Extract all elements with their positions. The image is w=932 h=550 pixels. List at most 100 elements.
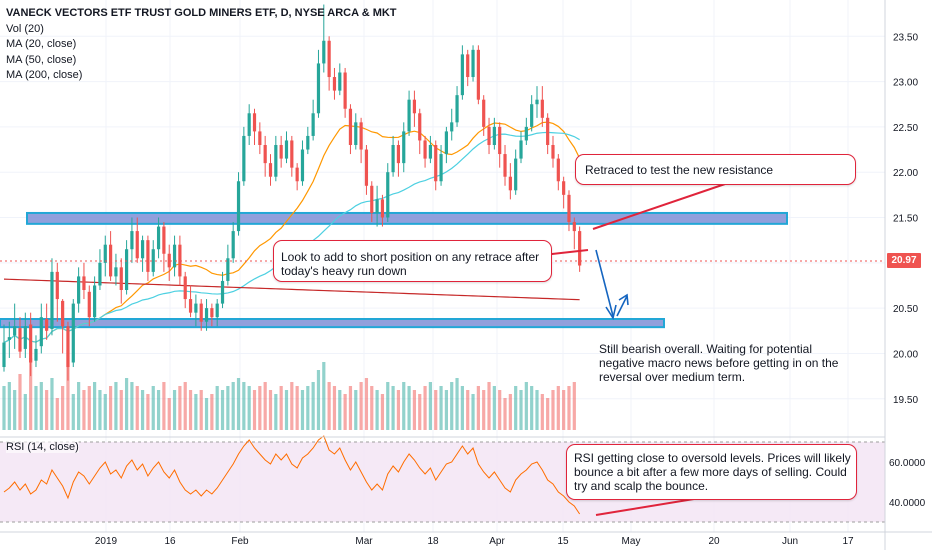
volume-bar [2,386,6,430]
volume-bar [434,390,438,430]
candle-body [439,154,443,182]
volume-bar [300,390,305,430]
time-axis: 2019 16 Feb Mar 18 Apr 15 May 20 Jun 17 [95,536,854,547]
volume-bar [455,378,459,430]
volume-bar [423,386,427,430]
volume-bar [530,386,534,430]
volume-bar [567,386,571,430]
volume-bar [172,390,177,430]
candle-body [284,140,289,159]
volume-bar [220,390,225,430]
symbol-title[interactable]: VANECK VECTORS ETF TRUST GOLD MINERS ETF… [6,7,397,19]
annotation-text: RSI getting close to oversold levels. Pr… [574,451,851,493]
candle-body [124,249,129,290]
candle-body [348,108,353,145]
volume-bar [370,386,374,430]
volume-bar [7,382,11,430]
legend-rsi[interactable]: RSI (14, close) [6,441,79,453]
volume-bar [460,386,464,430]
candle-body [274,145,278,177]
time-tick-label: May [622,536,641,547]
volume-bar [268,390,273,430]
volume-bar [236,378,241,430]
volume-bar [50,378,54,430]
volume-bar [135,386,139,430]
volume-bar [359,382,363,430]
volume-bar [274,394,278,430]
volume-bar [199,390,203,430]
annotation-text-bearish[interactable]: Still bearish overall. Waiting for poten… [599,342,839,384]
candle-body [471,49,475,78]
time-tick-label: Apr [489,536,505,547]
volume-bar [188,390,193,430]
candle-body [29,324,33,363]
candle-body [338,72,342,91]
candle-body [146,240,150,272]
candle-body [418,113,422,141]
candle-body [7,337,11,340]
legend-ma50[interactable]: MA (50, close) [6,53,77,66]
volume-bar [45,390,49,430]
annotation-callout-resistance[interactable]: Retraced to test the new resistance [575,154,856,185]
volume-bar [258,386,262,430]
volume-bar [407,386,411,430]
candle-body [188,299,193,313]
annotation-callout-rsi[interactable]: RSI getting close to oversold levels. Pr… [566,444,857,500]
volume-bar [503,398,507,430]
volume-bar [247,386,251,430]
candle-body [61,300,65,327]
annotation-callout-short[interactable]: Look to add to short position on any ret… [273,240,552,282]
volume-bar [354,390,358,430]
volume-bar [551,390,555,430]
volume-bar [412,390,417,430]
candle-body [482,99,486,127]
candle-body [332,77,337,91]
price-axis: 23.50 23.00 22.50 22.00 21.50 20.50 20.00 19.50 [893,32,918,406]
candle-body [450,122,454,132]
volume-bar [562,390,566,430]
annotation-text: Look to add to short position on any ret… [281,250,540,278]
candle-body [514,158,518,191]
candle-body [210,308,214,318]
candle-body [407,99,411,132]
volume-bar [71,394,75,430]
candle-body [354,122,358,145]
volume-bar [428,382,432,430]
legend-ma200[interactable]: MA (200, close) [6,69,83,81]
resistance-zone [26,211,788,225]
volume-bar [492,386,496,430]
volume-bar [396,390,401,430]
candle-body [402,131,406,164]
candle-body [498,126,502,155]
candle-body [540,99,544,118]
volume-bar [183,382,187,430]
candle-body [562,181,566,195]
volume-bar [204,398,209,430]
price-tick-label: 23.50 [893,32,918,43]
candle-body [87,291,91,318]
candle-body [327,40,331,78]
volume-bar [444,390,448,430]
volume-bar [103,394,107,430]
candle-body [380,199,385,218]
rsi-indicator [3,435,581,515]
legend-ma20[interactable]: MA (20, close) [6,38,77,50]
volume-bar [332,386,337,430]
volume-bar [231,382,235,430]
candle-body [178,244,182,277]
volume-bar [322,362,326,430]
volume-bar [109,386,113,430]
volume-bar [514,386,518,430]
candle-body [343,72,347,109]
candle-body [572,222,576,232]
candle-body [386,172,390,218]
volume-bar [295,386,299,430]
candle-body [492,126,496,145]
price-tick-label: 23.00 [893,78,918,89]
candle-body [487,126,491,145]
candle-body [466,54,470,78]
price-tick-label: 22.50 [893,123,918,134]
legend-vol[interactable]: Vol (20) [6,22,44,35]
candle-body [428,145,432,159]
candle-body [322,40,326,64]
